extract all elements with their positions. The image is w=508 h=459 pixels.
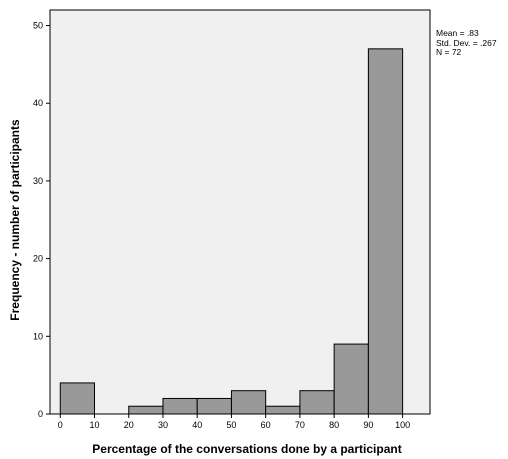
- x-tick-label: 0: [58, 420, 63, 430]
- histogram-bar: [265, 405, 301, 415]
- x-tick-label: 60: [261, 420, 271, 430]
- x-axis-title: Percentage of the conversations done by …: [92, 442, 401, 456]
- y-tick-label: 40: [33, 98, 43, 108]
- histogram-bar: [162, 397, 198, 415]
- histogram-bar: [196, 397, 232, 415]
- histogram-bar: [59, 382, 96, 415]
- x-tick-label: 40: [192, 420, 202, 430]
- y-tick-label: 0: [38, 409, 43, 419]
- x-tick-label: 30: [158, 420, 168, 430]
- histogram-bar: [230, 390, 267, 415]
- histogram-bar: [333, 343, 369, 415]
- x-tick-label: 90: [363, 420, 373, 430]
- x-tick-label: 10: [89, 420, 99, 430]
- y-tick-label: 50: [33, 21, 43, 31]
- x-tick-label: 20: [124, 420, 134, 430]
- x-axis-ticks: 0 10 20 30 40 50 60 70 80 90 100: [58, 414, 410, 430]
- stat-n: N = 72: [436, 47, 462, 57]
- y-tick-label: 10: [33, 331, 43, 341]
- stat-std-dev: Std. Dev. = .267: [436, 37, 497, 48]
- bars-group: [59, 48, 404, 415]
- y-tick-label: 20: [33, 254, 43, 264]
- x-tick-label: 80: [329, 420, 339, 430]
- histogram-bar: [128, 405, 164, 415]
- y-tick-label: 30: [33, 176, 43, 186]
- x-tick-label: 100: [395, 420, 410, 430]
- y-axis-title: Frequency - number of participants: [8, 119, 22, 321]
- y-axis-ticks: 0 10 20 30 40 50: [33, 21, 50, 419]
- x-tick-label: 70: [295, 420, 305, 430]
- statistics-box: Mean = .83 Std. Dev. = .267 N = 72: [436, 28, 497, 58]
- histogram-bar: [299, 390, 335, 415]
- stat-mean: Mean = .83: [436, 28, 479, 38]
- histogram-bar: [367, 48, 404, 415]
- x-tick-label: 50: [226, 420, 236, 430]
